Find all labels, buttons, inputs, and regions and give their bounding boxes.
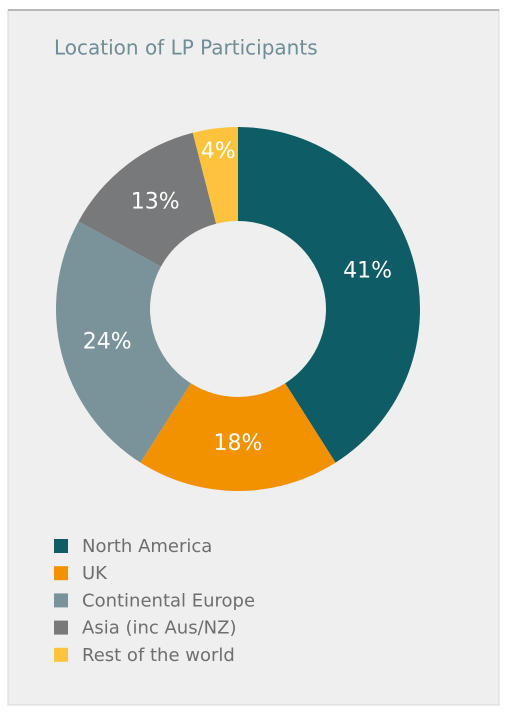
data-label: 41% xyxy=(343,258,392,283)
legend-label: UK xyxy=(82,563,108,584)
donut-slice xyxy=(55,221,191,463)
donut-slice xyxy=(140,383,336,492)
legend-label: Asia (inc Aus/NZ) xyxy=(82,618,236,639)
legend-label: Continental Europe xyxy=(82,590,255,611)
data-label: 13% xyxy=(131,189,180,214)
legend-swatch xyxy=(54,539,68,553)
donut-slice xyxy=(78,132,217,267)
donut-slice xyxy=(238,127,421,463)
data-label: 18% xyxy=(214,431,263,456)
legend-swatch xyxy=(54,566,68,581)
data-label: 24% xyxy=(83,330,132,355)
legend-label: North America xyxy=(82,536,212,557)
chart-title: Location of LP Participants xyxy=(54,36,318,60)
legend-label: Rest of the world xyxy=(82,645,235,666)
legend-swatch xyxy=(54,620,68,635)
legend-swatch xyxy=(54,647,68,662)
data-label: 4% xyxy=(201,139,236,164)
legend-swatch xyxy=(54,593,68,608)
donut-slice xyxy=(192,127,238,224)
